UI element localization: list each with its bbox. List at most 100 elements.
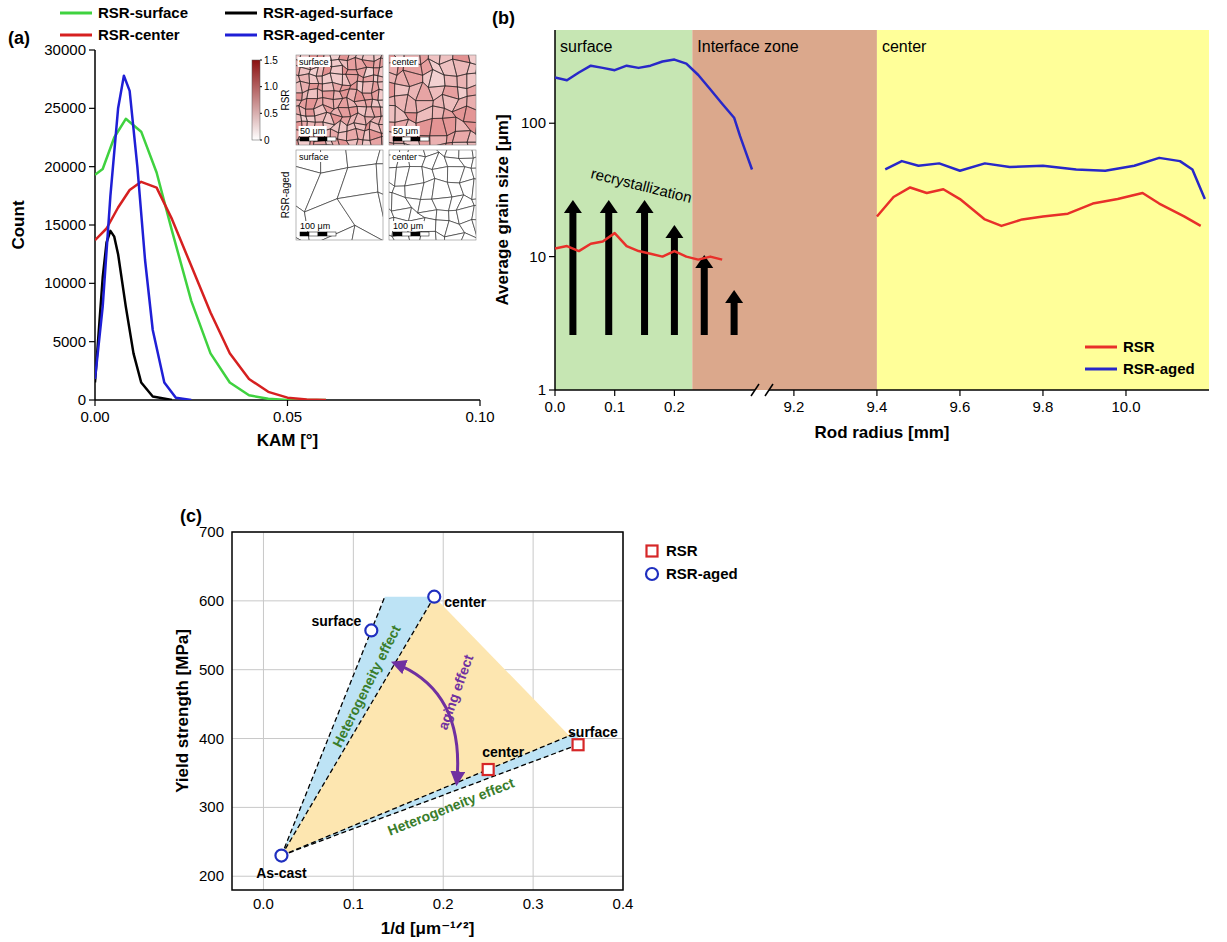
grain: [459, 150, 474, 159]
y-tick-label: 400: [199, 730, 224, 747]
x-tick-label: 0.1: [343, 895, 364, 912]
arrow-head: [636, 200, 654, 213]
y-tick-label: 500: [199, 661, 224, 678]
grain: [363, 129, 370, 140]
x-axis: [555, 389, 755, 391]
zone-label: surface: [560, 38, 613, 55]
guide-line: [281, 745, 578, 856]
point-label: center: [444, 594, 487, 610]
grain: [389, 96, 395, 106]
legend-label: RSR-aged-center: [263, 26, 385, 43]
label-bg: [391, 57, 419, 67]
y-tick-label: 100: [521, 114, 546, 131]
inset-column-label: surface: [299, 57, 329, 67]
x-tick-label: 0.0: [545, 398, 566, 415]
scale-bar: [327, 232, 336, 236]
grain: [363, 75, 374, 82]
panel-a: (a) RSRsurface50 μmcenter50 μmRSR-agedsur…: [8, 4, 495, 450]
arrow-head: [725, 290, 743, 303]
y-tick: [89, 166, 95, 167]
guide-line: [281, 732, 578, 855]
scale-bar: [393, 232, 402, 236]
panel-letter: (a): [8, 28, 30, 48]
lines: [555, 60, 1205, 260]
grain: [346, 139, 358, 145]
lines: [95, 76, 326, 400]
label-bg: [298, 57, 331, 67]
micrograph: [389, 150, 476, 240]
x-tick: [614, 390, 615, 396]
grain: [362, 60, 374, 68]
inset-column-label: center: [392, 57, 417, 67]
scale-bar-label: 100 μm: [393, 221, 423, 231]
point: [275, 850, 287, 862]
scale-bar: [420, 137, 429, 141]
grain: [378, 100, 383, 108]
grain: [389, 105, 395, 122]
grain: [347, 58, 356, 70]
legend-swatch: [1085, 346, 1117, 349]
grain: [467, 131, 476, 143]
y-tick-label: 10000: [44, 274, 86, 291]
y-tick: [89, 224, 95, 225]
line: [95, 76, 191, 400]
arrow-shaft: [641, 212, 648, 335]
panel-c: (c)0.00.10.20.30.42003004005006007001/d …: [173, 506, 738, 938]
label-bg: [392, 221, 425, 231]
y-tick-label: 15000: [44, 216, 86, 233]
x-tick: [1042, 390, 1043, 396]
y-axis-title: Count: [9, 200, 28, 249]
y-tick-label: 600: [199, 592, 224, 609]
grain: [371, 107, 381, 117]
scale-bar: [411, 232, 420, 236]
x-tick: [876, 390, 877, 396]
y-tick-label: 10: [529, 248, 546, 265]
point-label: surface: [568, 724, 618, 740]
x-tick-label: 0.4: [613, 895, 634, 912]
grain: [419, 231, 437, 240]
x-tick-label: 10.0: [1111, 398, 1140, 415]
legend-swatch: [225, 34, 257, 37]
scale-bar: [309, 232, 318, 236]
micrograph: [389, 55, 476, 145]
grain: [472, 220, 476, 239]
y-tick-label: 200: [199, 867, 224, 884]
figure: (a) RSRsurface50 μmcenter50 μmRSR-agedsur…: [0, 0, 1227, 942]
y-tick: [89, 341, 95, 342]
y-tick-label: 25000: [44, 99, 86, 116]
micrograph: [296, 150, 383, 240]
axis-break: [751, 384, 759, 396]
grain: [471, 152, 476, 168]
micrograph-bg: [389, 55, 476, 145]
x-tick-label: 0.0: [253, 895, 274, 912]
micrograph-bg: [296, 55, 383, 145]
scale-bar: [393, 137, 402, 141]
x-tick-label: 0.2: [433, 895, 454, 912]
point-label: surface: [312, 613, 362, 629]
scale-bar: [420, 232, 429, 236]
point-label: center: [482, 744, 525, 760]
grain: [356, 139, 363, 145]
y-tick: [549, 256, 555, 257]
y-tick-label: 300: [199, 798, 224, 815]
annotation: recrystallization: [589, 164, 693, 206]
x-tick: [94, 400, 95, 406]
point: [428, 591, 440, 603]
label-bg: [391, 152, 419, 162]
legend-label: RSR-aged: [666, 565, 738, 582]
grain: [378, 76, 384, 82]
colorbar-tick: [260, 60, 262, 61]
grain: [380, 58, 384, 68]
y-tick: [89, 49, 95, 50]
legend-swatch: [225, 12, 257, 15]
legend-swatch: [1085, 368, 1117, 371]
grain: [472, 150, 476, 158]
colorbar-tick: [260, 113, 262, 114]
inset: RSRsurface50 μmcenter50 μmRSR-agedsurfac…: [252, 45, 494, 281]
y-axis: [554, 30, 556, 390]
grid-line: [263, 532, 264, 890]
y-tick-label: 5000: [53, 333, 86, 350]
legend-label: RSR-aged-surface: [263, 4, 393, 21]
micrograph: [296, 55, 383, 145]
points: [275, 591, 583, 862]
